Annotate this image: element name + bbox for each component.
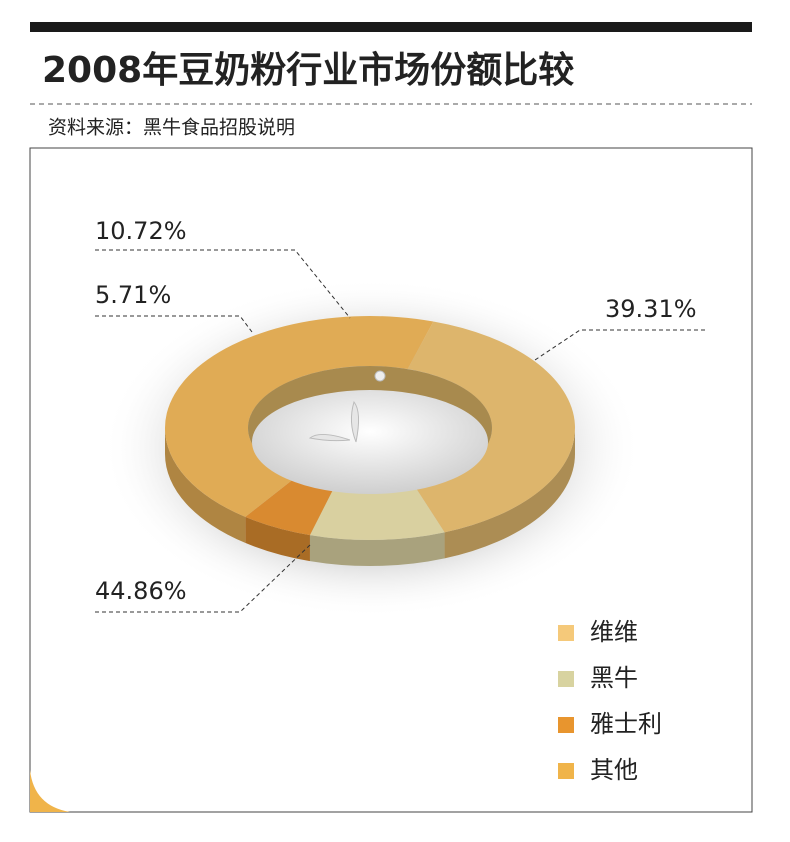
data-label: 5.71% [95,281,171,309]
milk-splash [308,400,360,443]
slice-side [245,516,310,562]
legend-swatch [558,671,574,687]
legend-swatch [558,763,574,779]
legend-swatch [558,625,574,641]
corner-decoration [30,770,70,812]
leader-line [95,249,351,319]
milk-surface [252,390,488,494]
data-label: 44.86% [95,577,187,605]
top-bar [30,22,752,32]
legend-label: 维维 [590,618,638,646]
data-label: 39.31% [605,295,697,323]
milk-drop [374,370,386,382]
legend-label: 黑牛 [590,664,638,692]
legend-label: 其他 [590,756,638,784]
slice [309,485,445,540]
slice-side [309,532,445,567]
slice-side [165,428,246,543]
leader-line [534,329,705,361]
data-label: 10.72% [95,217,187,245]
chart-subtitle: 资料来源：黑牛食品招股说明 [48,117,295,139]
chart-frame [29,147,753,813]
slice [245,477,335,536]
slice [164,315,434,517]
pie [164,315,576,567]
slice-side [444,428,575,559]
chart-title: 2008年豆奶粉行业市场份额比较 [42,50,574,91]
legend-label: 雅士利 [590,710,662,738]
legend-swatch [558,717,574,733]
